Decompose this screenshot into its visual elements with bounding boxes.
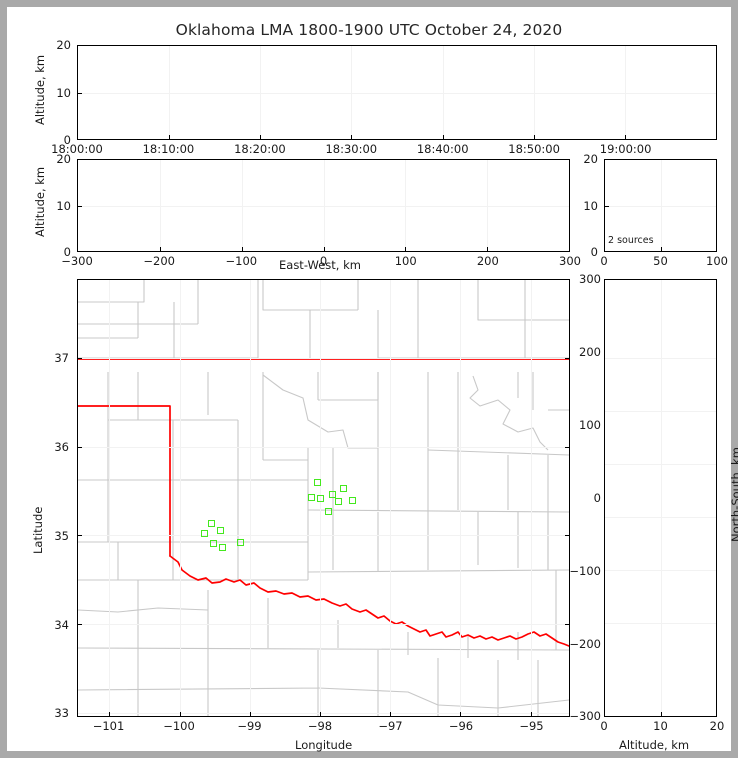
tick-hist-y-10: 10 (583, 198, 598, 213)
tick-ns-100: 100 (579, 417, 601, 432)
tick-nsalt-x-10: 10 (653, 719, 668, 733)
axis-label-east-west: East-West, km (279, 258, 361, 272)
tick-hist-x-0: 0 (600, 254, 608, 268)
tick-time-y-0: 0 (63, 133, 71, 147)
tick-time-x-1: 18:10:00 (142, 142, 195, 156)
lma-source-marker (219, 544, 226, 551)
tick-nsalt-x-20: 20 (709, 719, 725, 733)
figure-title: Oklahoma LMA 1800-1900 UTC October 24, 2… (175, 21, 563, 39)
tick-ns-neg200: −200 (569, 636, 601, 651)
tick-ns-0: 0 (593, 490, 601, 505)
tick-map-lon-95: −95 (519, 719, 544, 733)
lma-source-marker (237, 539, 244, 546)
tick-map-lon-97: −97 (378, 719, 403, 733)
axis-label-altitude-bottom: Altitude, km (619, 738, 690, 752)
tick-map-lon-101: −101 (92, 719, 125, 733)
lma-source-marker (217, 527, 224, 534)
lma-source-marker (308, 494, 315, 501)
tick-time-x-5: 18:50:00 (508, 142, 560, 156)
panel-northsouth-altitude[interactable] (604, 279, 717, 717)
tick-ew-y-10: 10 (56, 198, 71, 213)
axis-label-longitude: Longitude (295, 738, 353, 752)
lma-source-marker (335, 498, 342, 505)
tick-ew-y-0: 0 (63, 245, 71, 259)
tick-hist-y-0: 0 (590, 245, 598, 259)
panel-altitude-histogram[interactable] (604, 159, 717, 252)
tick-time-x-6: 19:00:00 (599, 142, 652, 156)
tick-hist-x-50: 50 (653, 254, 668, 268)
tick-ew-x-3: 0 (319, 254, 328, 268)
tick-map-lon-96: −96 (448, 719, 474, 733)
panel-east-west-altitude[interactable] (77, 159, 570, 252)
tick-map-lat-37: 37 (54, 350, 69, 365)
lma-source-marker (314, 479, 321, 486)
tick-map-lat-33: 33 (54, 706, 69, 721)
axis-label-latitude: Latitude (31, 506, 45, 554)
tick-time-y-10: 10 (56, 85, 71, 100)
tick-ew-x-4: 100 (394, 254, 417, 268)
tick-map-lon-98: −98 (307, 719, 333, 733)
tick-map-lon-100: −100 (163, 719, 195, 733)
lma-source-marker (317, 495, 324, 502)
tick-ew-y-20: 20 (56, 152, 71, 166)
tick-map-lat-35: 35 (54, 528, 69, 543)
tick-ns-200: 200 (579, 344, 601, 359)
lma-source-marker (340, 485, 347, 492)
tick-ew-x-0: −300 (61, 254, 93, 268)
tick-ew-x-2: −100 (225, 254, 258, 268)
axis-label-north-south: North-South, km (729, 447, 738, 542)
panel-time-altitude[interactable] (77, 45, 717, 140)
lma-source-marker (349, 497, 356, 504)
tick-hist-x-100: 100 (706, 254, 728, 268)
lma-source-marker (325, 508, 332, 515)
tick-map-lat-34: 34 (54, 617, 69, 632)
tick-ew-x-1: −200 (143, 254, 175, 268)
tick-map-lon-99: −99 (237, 719, 262, 733)
tick-time-x-2: 18:20:00 (234, 142, 286, 156)
tick-ew-x-6: 300 (559, 254, 581, 268)
tick-time-x-0: 18:00:00 (51, 142, 103, 156)
lma-source-marker (201, 530, 208, 537)
tick-ew-x-5: 200 (476, 254, 499, 268)
panel-map[interactable] (77, 279, 570, 717)
lma-source-marker (208, 520, 215, 527)
tick-nsalt-x-0: 0 (600, 719, 608, 733)
tick-hist-y-20: 20 (583, 152, 598, 166)
source-count-annotation: 2 sources (608, 235, 654, 246)
lma-source-marker (329, 491, 336, 498)
tick-time-x-3: 18:30:00 (325, 142, 378, 156)
lma-source-marker (210, 540, 217, 547)
tick-time-x-4: 18:40:00 (416, 142, 469, 156)
tick-time-y-20: 20 (56, 38, 71, 52)
tick-ns-neg300: −300 (569, 709, 601, 724)
tick-map-lat-36: 36 (54, 439, 69, 454)
axis-label-ew-altitude: Altitude, km (33, 166, 47, 237)
axis-label-time-altitude: Altitude, km (33, 54, 47, 125)
tick-ns-neg100: −100 (569, 563, 601, 578)
tick-ns-300: 300 (579, 272, 601, 286)
